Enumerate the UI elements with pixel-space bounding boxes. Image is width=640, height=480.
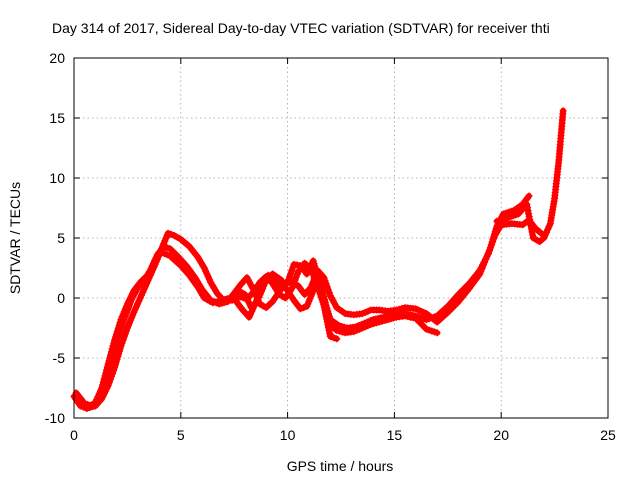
plus-marker: [433, 329, 441, 337]
plus-marker: [288, 266, 296, 274]
y-tick-label: -10: [45, 410, 65, 426]
plus-marker: [121, 330, 129, 338]
y-tick-label: -5: [53, 350, 66, 366]
y-tick-label: 20: [49, 50, 65, 66]
plus-marker: [119, 318, 127, 326]
plus-marker: [120, 333, 128, 341]
axis-ticks: 0 5 10 15 20 25 -10 -5 0 5 10 15 20: [45, 50, 616, 443]
plus-marker: [324, 286, 332, 294]
x-tick-label: 0: [70, 427, 78, 443]
plus-marker: [285, 275, 293, 283]
plus-marker: [287, 269, 295, 277]
plus-marker: [289, 263, 297, 271]
plus-marker: [525, 192, 533, 200]
plus-marker: [117, 342, 125, 350]
plus-marker: [106, 376, 114, 384]
plus-marker: [322, 280, 330, 288]
plus-marker: [120, 315, 128, 323]
y-tick-label: 15: [49, 110, 65, 126]
plus-marker: [333, 335, 341, 343]
y-tick-label: 0: [57, 290, 65, 306]
plus-marker: [105, 379, 113, 387]
plus-marker: [320, 274, 328, 282]
plus-marker: [118, 339, 126, 347]
y-tick-label: 10: [49, 170, 65, 186]
plus-marker: [164, 229, 172, 237]
series-layer: [70, 107, 567, 412]
plus-marker: [326, 332, 334, 340]
plus-marker: [117, 324, 125, 332]
series-trace: [71, 217, 547, 412]
x-tick-label: 20: [493, 427, 509, 443]
plus-marker: [284, 278, 292, 286]
plus-marker: [237, 293, 245, 301]
y-tick-label: 5: [57, 230, 65, 246]
x-tick-label: 10: [280, 427, 296, 443]
plus-marker: [296, 305, 304, 313]
x-tick-label: 25: [600, 427, 616, 443]
x-tick-label: 5: [177, 427, 185, 443]
y-axis-label: SDTVAR / TECUs: [7, 182, 23, 294]
plus-marker: [104, 382, 112, 390]
plus-marker: [481, 258, 489, 266]
plus-marker: [286, 272, 294, 280]
plus-marker: [167, 230, 175, 238]
plus-marker: [240, 294, 248, 302]
plus-marker: [321, 277, 329, 285]
plus-marker: [110, 367, 118, 375]
plus-marker: [108, 370, 116, 378]
plus-marker: [107, 373, 115, 381]
plus-marker: [325, 289, 333, 297]
plus-marker: [559, 107, 567, 115]
plus-marker: [300, 304, 308, 312]
plus-marker: [477, 267, 485, 275]
plus-marker: [115, 330, 123, 338]
plus-marker: [484, 249, 492, 257]
plus-marker: [122, 327, 130, 335]
chart-title: Day 314 of 2017, Sidereal Day-to-day VTE…: [52, 20, 550, 36]
plus-marker: [116, 327, 124, 335]
plus-marker: [119, 336, 127, 344]
plus-marker: [118, 321, 126, 329]
plus-marker: [323, 283, 331, 291]
grid: [74, 58, 608, 418]
x-axis-label: GPS time / hours: [287, 458, 394, 474]
x-tick-label: 15: [387, 427, 403, 443]
plus-marker: [330, 334, 338, 342]
